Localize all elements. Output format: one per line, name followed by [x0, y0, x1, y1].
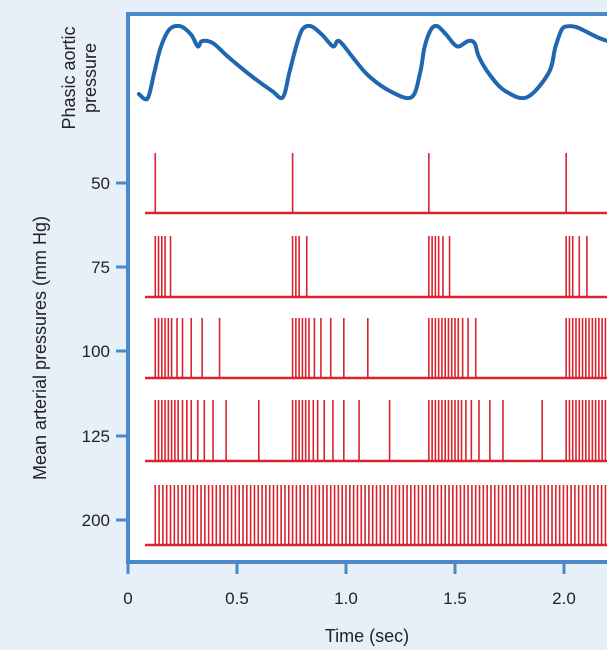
aortic-pressure-trace — [136, 23, 607, 102]
spike-rasters — [145, 153, 607, 547]
aortic-label-line-2: pressure — [80, 43, 100, 113]
y-tick-label: 100 — [82, 342, 110, 361]
x-axis-ticks: 0 0.5 1.0 1.5 2.0 — [123, 562, 576, 608]
y-tick-label: 200 — [82, 511, 110, 530]
aortic-pressure-label: Phasic aorticpressure — [59, 26, 100, 129]
raster-75 — [145, 236, 607, 299]
y-tick-label: 75 — [91, 258, 110, 277]
raster-100 — [145, 318, 607, 380]
x-tick-label: 2.0 — [552, 589, 576, 608]
y-axis-ticks: 50 75 100 125 200 — [82, 174, 128, 530]
x-axis-title: Time (sec) — [325, 626, 409, 646]
raster-125 — [145, 400, 607, 463]
raster-200 — [145, 485, 607, 547]
y-tick-label: 125 — [82, 427, 110, 446]
aortic-label-line-1: Phasic aortic — [59, 26, 79, 129]
y-axis-title: Mean arterial pressures (mm Hg) — [30, 216, 50, 480]
aortic-pressure-line — [136, 23, 607, 102]
x-tick-label: 0 — [123, 589, 132, 608]
plot-frame — [126, 12, 607, 564]
plot-area — [128, 14, 607, 562]
x-tick-label: 0.5 — [225, 589, 249, 608]
raster-50 — [145, 153, 607, 215]
x-tick-label: 1.0 — [334, 589, 358, 608]
x-tick-label: 1.5 — [443, 589, 467, 608]
y-tick-label: 50 — [91, 174, 110, 193]
